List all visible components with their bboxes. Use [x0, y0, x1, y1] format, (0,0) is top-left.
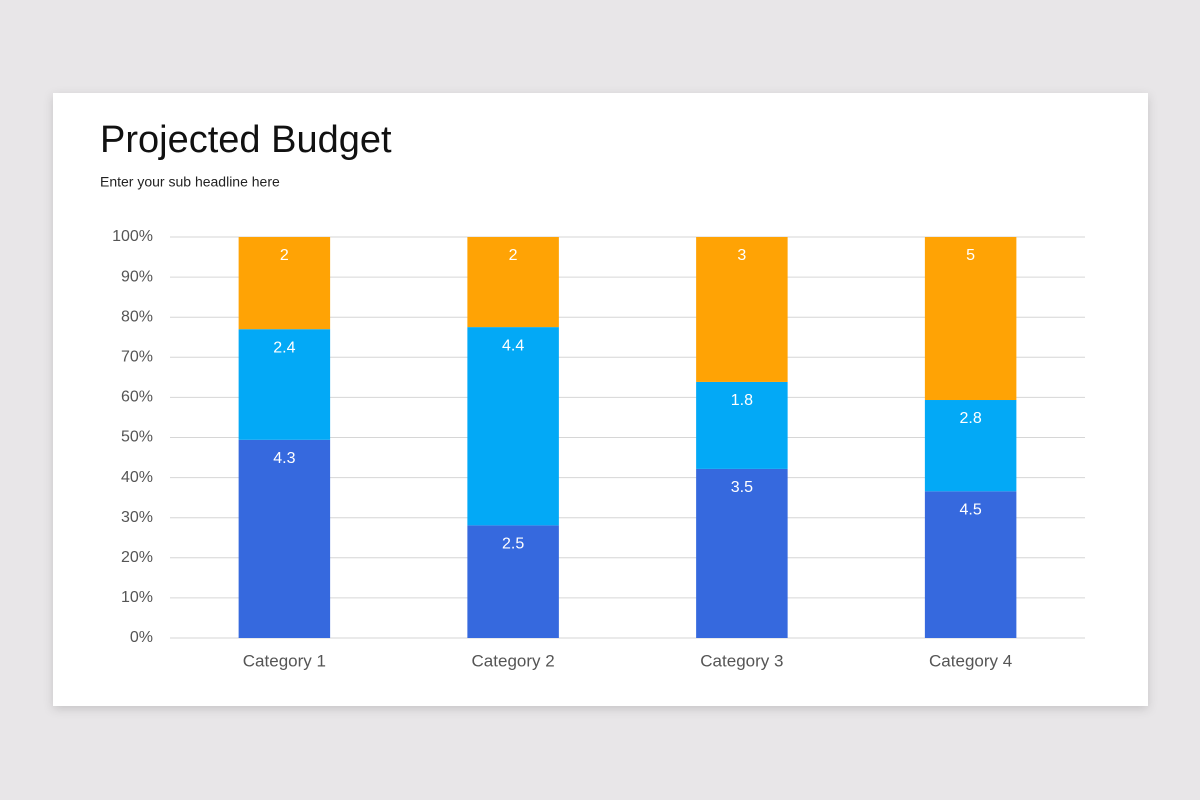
bar-segment	[238, 329, 331, 440]
data-label: 4.5	[960, 502, 982, 519]
bar-segment	[238, 237, 331, 330]
y-tick-label: 80%	[121, 308, 153, 325]
bar-segment	[924, 491, 1017, 638]
y-tick-label: 30%	[121, 509, 153, 526]
bar-segment	[696, 381, 788, 469]
y-tick-label: 40%	[121, 469, 153, 486]
data-label: 2	[509, 247, 518, 264]
y-tick-label: 70%	[121, 349, 153, 366]
chart-subtitle: Enter your sub headline here	[100, 174, 280, 190]
y-tick-label: 20%	[121, 549, 153, 566]
data-label: 2.8	[960, 410, 982, 427]
bar-segment	[467, 327, 559, 526]
x-tick-label: Category 1	[243, 651, 326, 670]
data-label: 3.5	[731, 479, 753, 496]
y-tick-label: 0%	[130, 629, 153, 646]
y-tick-label: 10%	[121, 589, 153, 606]
data-label: 2.4	[273, 339, 295, 356]
bar-segment	[924, 400, 1017, 492]
y-tick-label: 50%	[121, 429, 153, 446]
y-tick-label: 100%	[112, 228, 153, 245]
data-label: 5	[966, 247, 975, 264]
data-label: 1.8	[731, 392, 753, 409]
chart-title: Projected Budget	[100, 119, 392, 161]
x-tick-label: Category 2	[472, 651, 555, 670]
x-tick-label: Category 3	[700, 651, 783, 670]
data-label: 4.3	[273, 450, 295, 467]
bar-segment	[696, 237, 788, 382]
bar-segment	[467, 237, 559, 328]
data-label: 3	[737, 247, 746, 264]
bar-segment	[696, 468, 788, 638]
data-label: 2	[280, 247, 289, 264]
bar-segment	[467, 525, 559, 638]
data-label: 4.4	[502, 337, 524, 354]
bar-segment	[238, 439, 331, 638]
x-tick-label: Category 4	[929, 651, 1012, 670]
bar-segment	[924, 237, 1017, 401]
y-tick-label: 90%	[121, 268, 153, 285]
data-label: 2.5	[502, 536, 524, 553]
y-tick-label: 60%	[121, 389, 153, 406]
